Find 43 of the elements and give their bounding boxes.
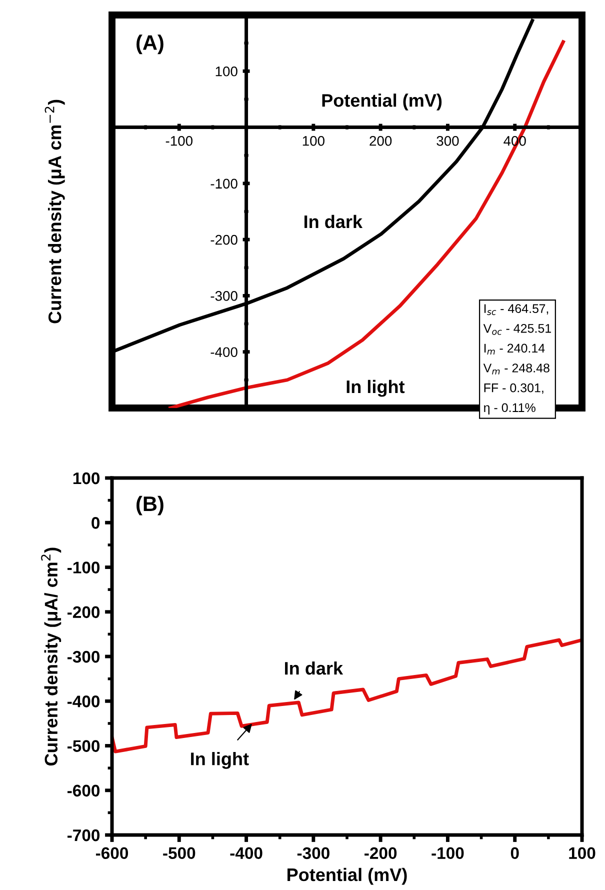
x-tick-label: 300 — [436, 136, 459, 146]
x-tick-label: 100 — [302, 136, 324, 146]
y-tick-label: -600 — [67, 784, 100, 797]
annotation: In dark — [304, 214, 363, 228]
x-tick-label: 100 — [569, 847, 596, 860]
y-tick-label: 100 — [216, 66, 238, 76]
text: (B) — [136, 496, 164, 516]
y-tick-label: -200 — [67, 606, 100, 618]
annotation: V$_{oc}$ - 425.51 — [483, 324, 551, 335]
y-tick-label: -100 — [67, 562, 100, 574]
annotation: In light — [346, 380, 405, 397]
y-tick-label: -500 — [67, 740, 100, 752]
x-tick-label: 0 — [510, 847, 519, 860]
line-series — [112, 638, 582, 754]
text: (A) — [136, 34, 164, 54]
annotation: FF - 0.301, — [484, 383, 544, 394]
x-tick-label: 200 — [370, 136, 392, 146]
x-tick-label: -300 — [297, 847, 330, 860]
x-tick-label: -500 — [163, 847, 196, 860]
y-tick-label: -200 — [210, 234, 238, 245]
x-axis-title: Potential (mV) — [322, 94, 442, 110]
y-tick-label: 100 — [73, 472, 100, 484]
annotation: V$_{m}$ - 248.48 — [483, 364, 550, 374]
x-tick-label: -100 — [166, 136, 192, 146]
annotation: In light — [191, 752, 249, 769]
y-tick-label: -300 — [67, 650, 100, 663]
annotation: η - 0.11% — [484, 403, 536, 415]
y-tick-label: -700 — [67, 829, 100, 842]
y-tick-label: 0 — [92, 517, 100, 529]
annotation: I$_{m}$ - 240.14 — [484, 344, 545, 355]
annotation: In dark — [285, 661, 344, 675]
x-tick-label: -200 — [364, 847, 397, 860]
annotation: I$_{sc}$ - 464.57, — [484, 304, 548, 316]
y-axis-title: Current density (μA cm$^{−2}$) — [44, 100, 65, 324]
y-tick-label: -100 — [210, 178, 238, 189]
y-tick-label: -400 — [210, 347, 238, 358]
x-tick-label: -400 — [230, 847, 262, 860]
y-tick-label: -300 — [210, 291, 238, 301]
x-axis-title: Potential (mV) — [288, 868, 407, 885]
y-tick-label: -400 — [67, 696, 100, 708]
y-axis-title: Current density (μA/ cm$^{2}$) — [41, 548, 62, 766]
x-tick-label: -600 — [96, 847, 128, 860]
x-tick-label: -100 — [432, 847, 464, 860]
